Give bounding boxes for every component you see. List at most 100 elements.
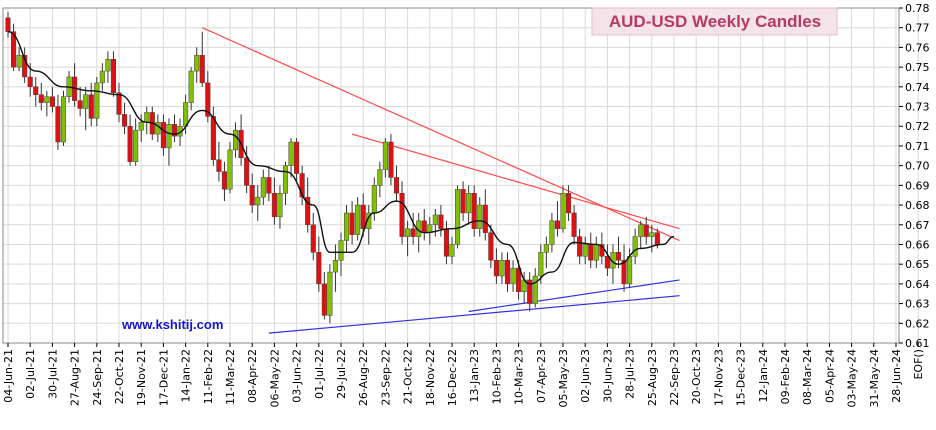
candle-body-up [477, 204, 483, 229]
candle-body-up [227, 149, 233, 190]
x-tick-label: 09-Feb-24 [779, 349, 792, 404]
watermark-link[interactable]: www.kshitij.com [121, 317, 223, 332]
candle [466, 185, 472, 225]
candle-body-up [382, 141, 388, 170]
candle [105, 51, 111, 83]
candle-body-up [466, 192, 472, 214]
candle-body-down [316, 252, 322, 285]
candle [560, 185, 566, 233]
candle-body-down [294, 141, 300, 174]
trendline-layer [202, 27, 680, 334]
candle-body-up [593, 244, 599, 261]
title-box [591, 7, 838, 36]
plot-frame [2, 7, 900, 344]
x-tick-label: 19-Nov-21 [135, 349, 148, 406]
x-tick-label: 15-Dec-23 [735, 349, 748, 406]
candle [588, 232, 594, 269]
candle-body-down [33, 86, 39, 95]
x-tick-label: 30-Jul-21 [46, 349, 59, 399]
candle-body-up [60, 96, 67, 143]
y-tick-label: 0.66 [905, 238, 930, 251]
y-tick-label: 0.75 [905, 61, 930, 74]
candle-body-down [88, 94, 94, 119]
x-tick-label: 27-Aug-21 [69, 349, 82, 406]
candle [621, 244, 627, 292]
candle-body-up [538, 252, 544, 277]
candle [244, 145, 250, 194]
candle [632, 228, 638, 265]
candle [549, 212, 555, 253]
candle [355, 197, 361, 241]
candle [38, 82, 44, 111]
candle-body-up [638, 224, 644, 237]
candle-body-down [588, 244, 594, 261]
candle [377, 161, 383, 198]
y-tick-label: 0.62 [905, 317, 930, 330]
candle [122, 102, 128, 135]
y-tick-label: 0.64 [905, 278, 930, 291]
y-tick-label: 0.63 [905, 298, 930, 311]
candle [332, 244, 338, 292]
y-tick-label: 0.70 [905, 160, 930, 173]
candle [194, 47, 200, 83]
y-tick-label: 0.72 [905, 120, 930, 133]
x-tick-label: 28-Jul-23 [624, 349, 637, 399]
candle [221, 161, 227, 202]
candle [305, 177, 311, 233]
candle-body-up [432, 214, 438, 226]
x-tick-label: 01-Jul-22 [313, 349, 326, 399]
candle [482, 189, 488, 241]
x-tick-label: 17-Dec-21 [157, 349, 170, 406]
candle [543, 236, 549, 269]
y-tick-label: 0.69 [905, 179, 930, 192]
x-tick-label: 20-Oct-23 [690, 349, 703, 404]
candle-body-up [371, 185, 377, 214]
y-tick-label: 0.61 [905, 337, 930, 350]
candle-body-down [199, 55, 205, 84]
candle [110, 51, 117, 97]
candle-body-up [327, 271, 333, 316]
candle-body-down [604, 256, 610, 269]
candle-body-down [77, 100, 83, 109]
x-tick-label: 08-Apr-22 [246, 349, 259, 403]
grid-layer [3, 7, 919, 344]
candle-body-up [632, 236, 638, 257]
candle [504, 252, 511, 292]
candle-body-down [244, 157, 250, 186]
candle-body-down [22, 55, 28, 78]
candle-body-down [249, 185, 255, 206]
candle-body-down [443, 228, 449, 257]
candle [493, 248, 499, 284]
x-tick-label: 24-Sep-21 [91, 349, 104, 406]
candle-body-down [127, 125, 133, 162]
x-tick-label: 12-Jan-24 [757, 349, 770, 403]
x-tick-label: 10-Mar-23 [513, 349, 526, 405]
candle-body-up [94, 82, 100, 119]
candle-body-down [621, 259, 627, 285]
x-tick-label: 22-Oct-21 [113, 349, 126, 404]
moving-average-layer [7, 30, 675, 285]
candle [443, 220, 449, 265]
y-tick-label: 0.65 [905, 258, 930, 271]
candle [138, 114, 144, 142]
candle [72, 63, 78, 107]
upper-trendline [202, 27, 680, 242]
candle [499, 252, 505, 284]
y-tick-label: 0.77 [905, 22, 930, 35]
candle [615, 236, 622, 269]
candle [360, 193, 366, 237]
candle-body-down [38, 94, 44, 103]
candle-body-down [504, 259, 511, 285]
candle-body-down [566, 192, 572, 214]
x-tick-label: 18-Nov-22 [424, 349, 437, 406]
x-tick-label: 11-Feb-22 [202, 349, 215, 404]
moving-average-line [7, 30, 675, 285]
candle [516, 260, 522, 300]
candle [438, 205, 444, 237]
y-axis: 0.61 0.62 0.63 0.64 0.65 0.66 0.67 0.68 0.69 0.70… [899, 2, 930, 350]
candle [410, 212, 416, 245]
candle [288, 138, 294, 178]
candle [188, 67, 194, 111]
candle-body-up [282, 165, 289, 194]
candle-body-up [405, 228, 411, 237]
